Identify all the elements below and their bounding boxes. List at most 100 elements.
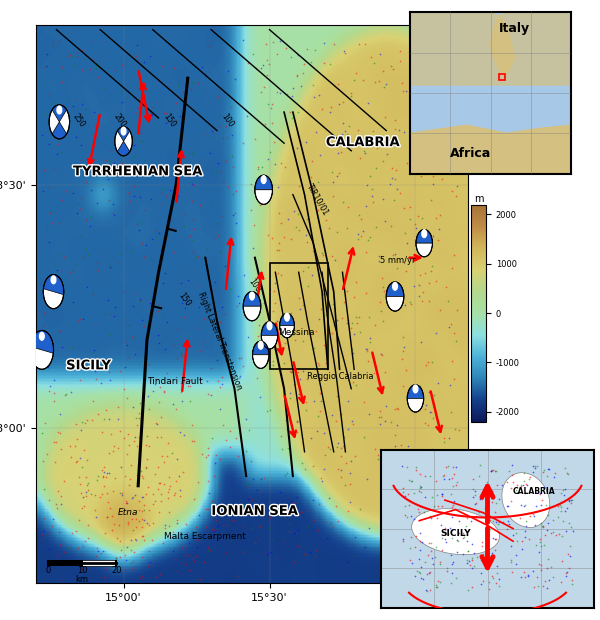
Point — [399, 342, 409, 352]
Point — [482, 477, 492, 487]
Circle shape — [413, 385, 418, 393]
Point — [440, 501, 450, 511]
Point — [547, 562, 556, 572]
Point — [157, 184, 167, 193]
Point — [44, 89, 53, 99]
Point — [211, 285, 220, 295]
Point — [73, 456, 82, 466]
Point — [359, 432, 369, 442]
Point — [92, 122, 101, 131]
Point — [160, 456, 169, 466]
Point — [343, 506, 353, 516]
Point — [277, 444, 287, 454]
Point — [211, 458, 220, 468]
Circle shape — [121, 127, 126, 135]
Point — [137, 531, 146, 541]
Point — [424, 136, 433, 146]
Point — [398, 461, 407, 471]
Point — [127, 515, 137, 525]
Point — [403, 391, 412, 401]
Point — [412, 556, 421, 565]
Point — [270, 278, 280, 288]
Point — [438, 471, 448, 480]
Point — [96, 288, 106, 298]
Point — [133, 219, 142, 229]
Point — [68, 188, 78, 198]
Point — [446, 533, 456, 543]
Point — [254, 534, 264, 544]
Point — [54, 36, 64, 46]
Point — [292, 492, 302, 502]
Point — [285, 389, 295, 399]
Point — [346, 497, 355, 507]
Point — [413, 566, 422, 576]
Point — [127, 563, 137, 573]
Point — [157, 61, 166, 71]
Point — [424, 538, 433, 548]
Point — [350, 451, 360, 461]
Point — [556, 577, 565, 587]
Wedge shape — [416, 243, 433, 257]
Point — [365, 171, 375, 181]
Point — [70, 259, 80, 268]
Point — [410, 570, 420, 580]
Point — [272, 245, 282, 255]
Wedge shape — [52, 122, 67, 139]
Point — [131, 596, 141, 606]
Point — [128, 301, 138, 311]
Point — [165, 481, 175, 491]
Point — [110, 311, 119, 321]
Point — [223, 66, 233, 76]
Point — [106, 430, 116, 440]
Point — [151, 619, 160, 620]
Point — [209, 131, 218, 141]
Point — [539, 482, 549, 492]
Point — [203, 546, 212, 556]
Point — [230, 516, 240, 526]
Point — [97, 601, 106, 611]
Point — [210, 277, 220, 286]
Point — [76, 374, 85, 384]
Point — [376, 350, 386, 360]
Point — [414, 486, 424, 496]
Circle shape — [392, 283, 397, 290]
Point — [545, 464, 554, 474]
Point — [117, 60, 127, 69]
Point — [153, 75, 163, 85]
Point — [468, 474, 478, 484]
Point — [255, 338, 265, 348]
Point — [100, 309, 110, 319]
Point — [209, 471, 219, 480]
Point — [139, 500, 149, 510]
Point — [180, 135, 190, 144]
Point — [195, 200, 205, 210]
Point — [383, 468, 393, 478]
Point — [169, 247, 179, 257]
Point — [129, 181, 139, 191]
Point — [112, 533, 122, 543]
Point — [449, 328, 459, 338]
Point — [376, 306, 386, 316]
Point — [305, 547, 314, 557]
Point — [188, 552, 197, 562]
Point — [256, 485, 266, 495]
Point — [176, 388, 185, 397]
Point — [414, 280, 424, 290]
Circle shape — [57, 106, 62, 114]
Point — [344, 122, 353, 131]
Point — [200, 318, 210, 328]
Point — [118, 286, 128, 296]
Point — [298, 335, 307, 345]
Point — [313, 358, 323, 368]
Point — [409, 489, 418, 498]
Point — [272, 552, 282, 562]
Point — [239, 138, 248, 148]
Point — [393, 534, 403, 544]
Point — [193, 280, 202, 290]
Point — [290, 528, 299, 538]
Point — [154, 337, 164, 347]
Point — [151, 233, 160, 243]
Point — [293, 367, 302, 377]
Point — [164, 472, 173, 482]
Point — [517, 544, 526, 554]
